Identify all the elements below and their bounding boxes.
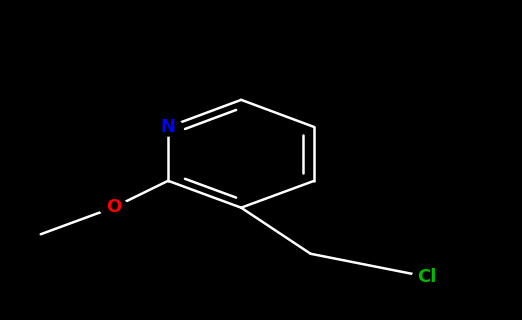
Text: Cl: Cl — [417, 268, 437, 286]
Text: N: N — [161, 118, 175, 136]
Circle shape — [99, 198, 128, 216]
Circle shape — [412, 268, 442, 286]
Circle shape — [153, 118, 183, 136]
Text: O: O — [106, 198, 122, 216]
